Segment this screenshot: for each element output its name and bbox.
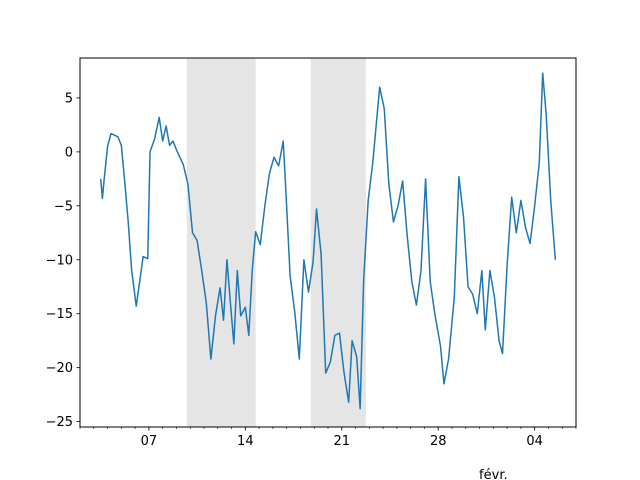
y-tick-label: −15 [46, 307, 73, 322]
x-month-label: févr. [479, 468, 508, 480]
y-tick-label: −25 [46, 415, 73, 430]
series-line [99, 72, 557, 410]
x-tick-label: 28 [430, 434, 447, 449]
y-axis: 5 0 −5 −10 −15 −20 −25 [46, 91, 80, 430]
x-tick-label: 04 [526, 434, 543, 449]
series-lines [99, 72, 557, 410]
y-tick-label: 0 [65, 145, 73, 160]
x-tick-label: 07 [141, 434, 158, 449]
y-tick-label: −20 [46, 361, 73, 376]
x-tick-label: 14 [237, 434, 254, 449]
x-axis: 07 14 21 28 04 [79, 427, 577, 449]
x-tick-label: 21 [334, 434, 351, 449]
y-tick-label: −5 [54, 199, 73, 214]
y-tick-label: 5 [65, 91, 73, 106]
y-tick-label: −10 [46, 253, 73, 268]
shaded-span [186, 58, 256, 427]
